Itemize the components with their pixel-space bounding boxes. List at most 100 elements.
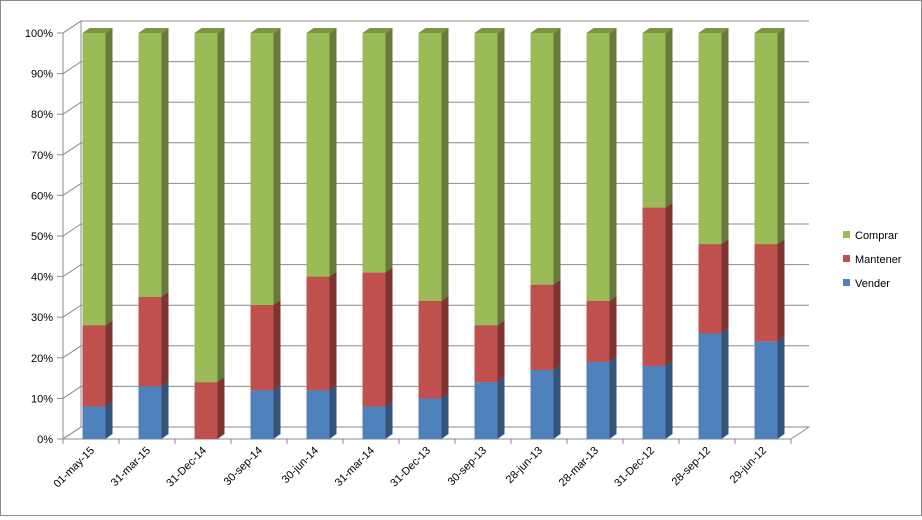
bar-front-face xyxy=(530,369,554,439)
bar-segment-comprar xyxy=(194,28,225,383)
bar-front-face xyxy=(698,33,722,245)
legend-label: Comprar xyxy=(855,230,898,242)
bar-segment-comprar xyxy=(362,28,393,273)
x-axis-tick-labels: 01-may-15 31-mar-15 31-Dec-14 30-sep-14 30-j… xyxy=(51,445,769,491)
bar-segment-mantener xyxy=(138,291,169,387)
x-tick-label: 31-Dec-12 xyxy=(612,445,657,490)
bar-front-face xyxy=(586,361,610,439)
bar-top-face xyxy=(698,28,729,33)
bar-side-face xyxy=(385,28,393,273)
bar-side-face xyxy=(609,28,617,301)
legend-label: Mantener xyxy=(855,254,902,266)
bar-front-face xyxy=(474,33,498,326)
gridline xyxy=(62,182,809,196)
bar-side-face xyxy=(553,364,561,439)
bar-front-face xyxy=(474,325,498,383)
legend-swatch xyxy=(843,231,850,238)
bar-side-face xyxy=(609,356,617,439)
bar-front-face xyxy=(642,365,666,439)
bar-side-face xyxy=(217,28,225,383)
legend-swatch xyxy=(843,279,850,286)
gridline xyxy=(62,20,809,34)
bar-segment-comprar xyxy=(306,28,337,277)
bar-segment-comprar xyxy=(754,28,785,245)
bar-top-face xyxy=(418,28,449,33)
bar-side-face xyxy=(105,401,113,439)
bar-side-face xyxy=(105,320,113,407)
bar-front-face xyxy=(698,244,722,334)
bar-side-face xyxy=(665,360,673,439)
bar-side-face xyxy=(441,28,449,301)
bars xyxy=(82,28,785,439)
legend-item-vender: Vender xyxy=(843,278,890,290)
x-tick-label: 29-jun-12 xyxy=(728,445,769,486)
bar-side-face xyxy=(553,279,561,370)
bar-front-face xyxy=(754,33,778,245)
bar-front-face xyxy=(586,300,610,362)
bar-front-face xyxy=(362,272,386,407)
bar-segment-comprar xyxy=(642,28,673,208)
bar-side-face xyxy=(217,377,225,439)
bar-front-face xyxy=(250,33,274,306)
bar-front-face xyxy=(362,33,386,273)
bar-segment-mantener xyxy=(754,239,785,342)
y-tick-label: 10% xyxy=(31,393,53,405)
bar-segment-comprar xyxy=(82,28,113,326)
y-tick-label: 90% xyxy=(31,69,53,81)
bar-segment-comprar xyxy=(418,28,449,301)
bar-segment-mantener xyxy=(474,320,505,383)
legend-swatch xyxy=(843,255,850,262)
bar-segment-mantener xyxy=(194,377,225,439)
bar-top-face xyxy=(306,28,337,33)
gridline xyxy=(62,426,809,440)
bar-front-face xyxy=(194,33,218,383)
bar-side-face xyxy=(553,28,561,285)
gridline xyxy=(62,223,809,237)
bar-front-face xyxy=(250,305,274,391)
x-tick-label: 31-mar-15 xyxy=(109,445,153,489)
bar-side-face xyxy=(385,401,393,439)
bar-front-face xyxy=(306,390,330,439)
bar-front-face xyxy=(306,33,330,277)
bar-front-face xyxy=(82,325,106,407)
y-tick-label: 100% xyxy=(25,28,53,40)
bar-segment-vender xyxy=(82,401,113,439)
y-tick-label: 40% xyxy=(31,272,53,284)
bar-segment-mantener xyxy=(642,202,673,366)
bar-top-face xyxy=(82,28,113,33)
bar-front-face xyxy=(586,33,610,301)
y-axis-tick-labels: 0% 10% 20% 30% 40% 50% 60% 70% 80% 90% 100% xyxy=(25,28,53,446)
bar-segment-vender xyxy=(698,328,729,439)
bar-segment-comprar xyxy=(138,28,169,297)
bar-side-face xyxy=(497,28,505,326)
bar-segment-mantener xyxy=(698,239,729,334)
x-tick-label: 28-mar-13 xyxy=(557,445,601,489)
x-tick-label: 31-mar-14 xyxy=(333,445,377,489)
bar-segment-mantener xyxy=(586,295,617,362)
bar-segment-vender xyxy=(530,364,561,439)
bar-side-face xyxy=(161,28,169,297)
bar-front-face xyxy=(698,333,722,439)
bar-side-face xyxy=(105,28,113,326)
bar-side-face xyxy=(161,291,169,387)
bar-segment-comprar xyxy=(250,28,281,306)
bar-side-face xyxy=(161,381,169,439)
x-tick-label: 30-jun-14 xyxy=(280,445,321,486)
gridline xyxy=(62,345,809,359)
bar-front-face xyxy=(138,33,162,297)
legend: Comprar Mantener Vender xyxy=(843,230,902,290)
y-tick-label: 80% xyxy=(31,109,53,121)
bar-segment-vender xyxy=(362,401,393,439)
bar-side-face xyxy=(385,267,393,407)
legend-item-mantener: Mantener xyxy=(843,254,902,266)
bar-segment-vender xyxy=(138,381,169,439)
bar-top-face xyxy=(530,28,561,33)
bar-front-face xyxy=(530,284,554,370)
y-tick-label: 50% xyxy=(31,231,53,243)
bar-top-face xyxy=(754,28,785,33)
bar-segment-mantener xyxy=(82,320,113,407)
y-tick-label: 20% xyxy=(31,353,53,365)
bar-segment-comprar xyxy=(474,28,505,326)
bar-side-face xyxy=(721,28,729,245)
bar-front-face xyxy=(642,33,666,208)
